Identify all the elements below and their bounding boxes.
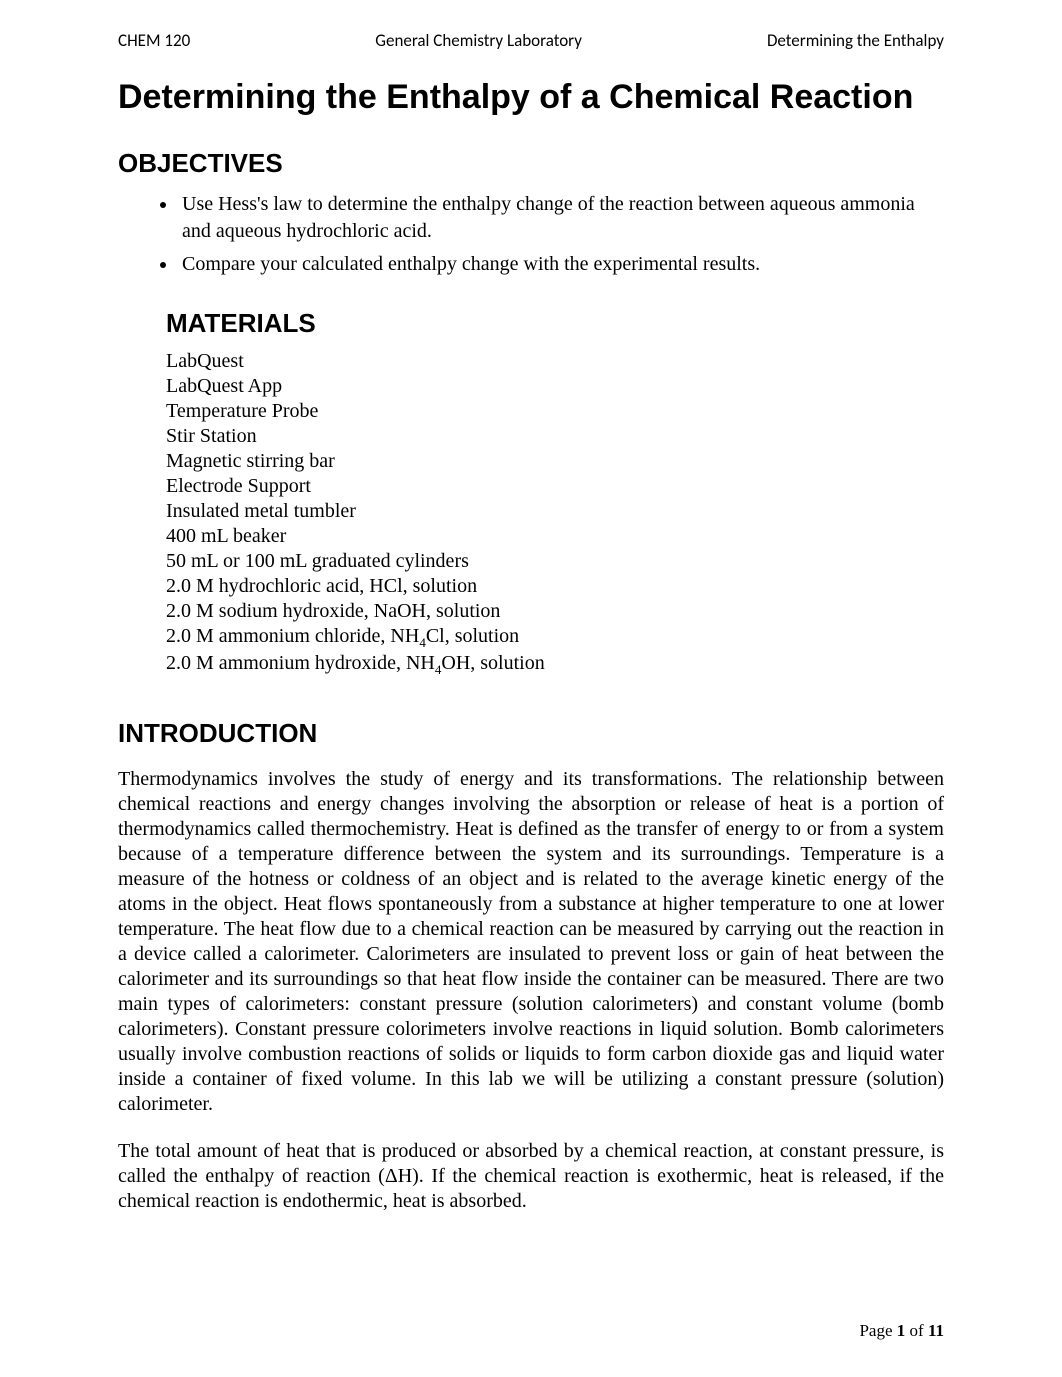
material-item: LabQuest bbox=[166, 349, 944, 374]
material-text: OH, solution bbox=[441, 652, 544, 674]
material-item: Stir Station bbox=[166, 424, 944, 449]
material-text: 2.0 M ammonium chloride, NH bbox=[166, 625, 419, 647]
page: CHEM 120 General Chemistry Laboratory De… bbox=[0, 0, 1062, 1377]
objective-item: Use Hess's law to determine the enthalpy… bbox=[178, 191, 944, 245]
header-topic: Determining the Enthalpy bbox=[767, 30, 944, 51]
material-text: Cl, solution bbox=[426, 625, 519, 647]
material-item: 2.0 M ammonium chloride, NH4Cl, solution bbox=[166, 624, 944, 651]
material-item: LabQuest App bbox=[166, 374, 944, 399]
footer-total-pages: 11 bbox=[928, 1321, 944, 1340]
header-course-title: General Chemistry Laboratory bbox=[190, 30, 767, 51]
page-header: CHEM 120 General Chemistry Laboratory De… bbox=[118, 30, 944, 51]
material-item: 2.0 M hydrochloric acid, HCl, solution bbox=[166, 574, 944, 599]
objectives-list: Use Hess's law to determine the enthalpy… bbox=[118, 191, 944, 278]
material-item: Insulated metal tumbler bbox=[166, 499, 944, 524]
material-item: Magnetic stirring bar bbox=[166, 449, 944, 474]
material-text: 2.0 M ammonium hydroxide, NH bbox=[166, 652, 435, 674]
introduction-heading: INTRODUCTION bbox=[118, 718, 944, 749]
material-item: Electrode Support bbox=[166, 474, 944, 499]
material-item: Temperature Probe bbox=[166, 399, 944, 424]
objectives-heading: OBJECTIVES bbox=[118, 148, 944, 179]
footer-mid: of bbox=[905, 1321, 928, 1340]
material-item: 50 mL or 100 mL graduated cylinders bbox=[166, 549, 944, 574]
header-course-code: CHEM 120 bbox=[118, 30, 190, 51]
introduction-paragraph: The total amount of heat that is produce… bbox=[118, 1139, 944, 1214]
materials-heading: MATERIALS bbox=[166, 308, 944, 339]
material-item: 400 mL beaker bbox=[166, 524, 944, 549]
material-item: 2.0 M ammonium hydroxide, NH4OH, solutio… bbox=[166, 651, 944, 678]
footer-current-page: 1 bbox=[897, 1321, 906, 1340]
page-footer: Page 1 of 11 bbox=[859, 1321, 944, 1341]
material-item: 2.0 M sodium hydroxide, NaOH, solution bbox=[166, 599, 944, 624]
footer-prefix: Page bbox=[859, 1321, 896, 1340]
materials-list: LabQuest LabQuest App Temperature Probe … bbox=[166, 349, 944, 679]
document-title: Determining the Enthalpy of a Chemical R… bbox=[118, 77, 944, 118]
objective-item: Compare your calculated enthalpy change … bbox=[178, 251, 944, 278]
introduction-paragraph: Thermodynamics involves the study of ene… bbox=[118, 767, 944, 1117]
